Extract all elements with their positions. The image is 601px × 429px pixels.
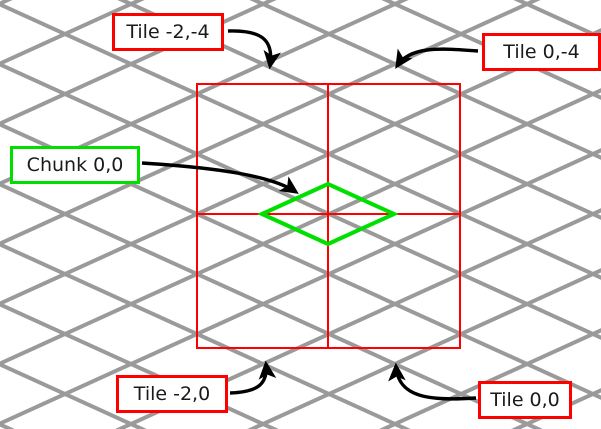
highlighted-tile-diamond	[257, 181, 399, 247]
chunk-outline-group	[196, 83, 461, 349]
callout-tile-minus2-minus4[interactable]: Tile -2,-4	[112, 13, 224, 51]
callout-tile-0-0[interactable]: Tile 0,0	[478, 381, 572, 419]
callout-label: Tile -2,0	[133, 382, 211, 405]
callout-arrow-tile-minus2-0	[229, 360, 277, 395]
callout-arrows	[141, 29, 479, 401]
callout-arrow-tile-0-minus4	[395, 47, 479, 69]
callout-chunk-0-0[interactable]: Chunk 0,0	[10, 146, 140, 184]
callout-label: Tile 0,0	[490, 388, 560, 411]
callout-arrow-tile-minus2-minus4	[227, 29, 282, 70]
callout-label: Tile -2,-4	[126, 20, 210, 43]
callout-tile-minus2-0[interactable]: Tile -2,0	[116, 375, 228, 413]
callout-label: Tile 0,-4	[503, 40, 580, 63]
callout-label: Chunk 0,0	[26, 153, 124, 176]
callout-tile-0-minus4[interactable]: Tile 0,-4	[482, 33, 601, 71]
callout-arrow-tile-0-0	[388, 362, 477, 401]
callout-arrow-chunk-0-0	[141, 161, 299, 194]
